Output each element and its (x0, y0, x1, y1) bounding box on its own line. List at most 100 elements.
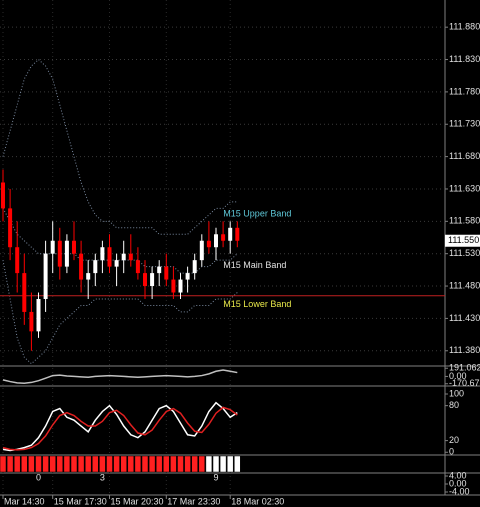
bar (77, 455, 85, 473)
candle-body (121, 253, 126, 261)
candle-body (235, 227, 240, 241)
candle-body (57, 240, 62, 267)
bar (184, 455, 191, 473)
bar (49, 455, 56, 473)
y-tick-label: 111.730 (449, 119, 480, 129)
x-tick-label: 15 Mar 17:30 (54, 496, 107, 506)
bar (28, 455, 35, 473)
bar (177, 455, 184, 473)
bar (212, 455, 220, 473)
candle-body (214, 234, 218, 248)
bar (141, 455, 149, 473)
y-tick-label: 111.580 (449, 216, 480, 226)
bar (13, 455, 21, 473)
y-tick-label: 111.380 (449, 345, 480, 355)
x-tick-label: 18 Mar 02:30 (231, 496, 284, 506)
candle-body (114, 260, 119, 267)
bar (113, 455, 120, 473)
candle-body (86, 273, 91, 280)
bar (205, 455, 213, 473)
series-line (2, 369, 238, 385)
candle-body (8, 208, 13, 248)
bar (0, 455, 7, 473)
price-label: 111.550 (448, 235, 479, 245)
bar (191, 455, 198, 473)
x-tick-label: 9 (213, 472, 218, 482)
candle-body (50, 240, 55, 254)
candle-body (107, 247, 112, 267)
y-tick-label: 100 (449, 388, 464, 398)
bar (127, 455, 135, 473)
candle-body (79, 253, 84, 280)
y-tick-label: 0.00 (449, 478, 467, 488)
candle-body (15, 247, 20, 274)
series-label: M15 Lower Band (223, 299, 291, 309)
y-tick-label: 111.830 (449, 54, 480, 64)
y-tick-label: -170.6789 (449, 378, 480, 388)
y-tick-label: 111.680 (449, 151, 480, 161)
series-line (2, 406, 238, 451)
candle-body (192, 260, 197, 274)
bar (155, 455, 163, 473)
candle-body (199, 240, 204, 261)
bar (84, 455, 92, 473)
series-line (2, 260, 238, 365)
candle-body (150, 273, 155, 287)
bar (120, 455, 127, 473)
y-tick-label: -4.00 (449, 486, 470, 496)
y-tick-label: 111.780 (449, 86, 480, 96)
bar (35, 455, 42, 473)
bar (148, 455, 156, 473)
bar (63, 455, 71, 473)
y-tick-label: 0 (449, 447, 454, 457)
candle-body (164, 266, 169, 280)
series-line (2, 401, 238, 452)
candle-body (43, 253, 48, 299)
bar (6, 455, 14, 473)
candle-body (72, 240, 76, 254)
y-tick-label: 4.00 (449, 470, 467, 480)
bar (106, 455, 113, 473)
candle-body (143, 273, 147, 287)
candle-body (171, 279, 176, 293)
y-tick-label: 191.0627 (449, 363, 480, 373)
bar (170, 455, 177, 473)
y-tick-label: 111.430 (449, 313, 480, 323)
candle-body (93, 260, 98, 274)
x-tick-label: 3 (100, 472, 105, 482)
bar (92, 455, 99, 473)
bar (70, 455, 78, 473)
bar (198, 455, 206, 473)
x-tick-label: 17 Mar 23:30 (167, 496, 220, 506)
candle-body (128, 253, 133, 261)
y-tick-label: 20 (449, 435, 459, 445)
candle-body (64, 240, 69, 267)
candle-body (221, 234, 226, 241)
candle-body (228, 227, 233, 241)
candle-body (206, 240, 211, 248)
price-marker (445, 234, 480, 247)
bar (163, 455, 170, 473)
x-tick-label: Mar 14:30 (4, 496, 45, 506)
candle-body (178, 279, 183, 293)
bar (219, 455, 227, 473)
bar (234, 455, 241, 473)
bar (134, 455, 142, 473)
candle-body (135, 260, 140, 274)
bar (226, 455, 234, 473)
candle-body (22, 273, 27, 312)
candle-body (157, 266, 162, 274)
series-label: M15 Upper Band (223, 208, 291, 218)
candle-body (1, 182, 5, 209)
series-label: M15 Main Band (223, 260, 286, 270)
candle-body (100, 247, 105, 261)
bar (56, 455, 64, 473)
bar (99, 455, 106, 473)
y-tick-label: 111.880 (449, 22, 480, 32)
x-tick-label: 15 Mar 20:30 (111, 496, 164, 506)
y-tick-label: 0.00 (449, 371, 467, 381)
candle-body (29, 311, 34, 332)
y-tick-label: 111.630 (449, 183, 480, 193)
candle-body (36, 298, 41, 332)
